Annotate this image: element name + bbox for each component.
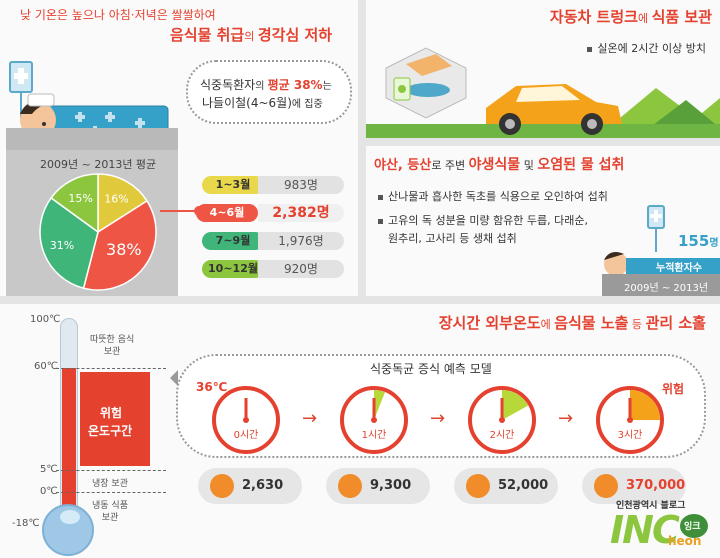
danger-zone-line1: 위험 bbox=[100, 406, 123, 420]
model-box-pointer bbox=[170, 370, 178, 386]
tick-minus18: -18℃ bbox=[12, 518, 40, 529]
line-60 bbox=[56, 368, 166, 369]
svg-text:2시간: 2시간 bbox=[490, 429, 515, 441]
tick-5: 5℃ bbox=[40, 464, 58, 475]
period-pill: 4~6월 bbox=[196, 204, 258, 222]
panel1-title-line2: 음식물 취급의 경각심 저하 bbox=[170, 26, 333, 44]
model-temp-label: 36℃ bbox=[196, 380, 228, 394]
pie-slice bbox=[39, 196, 99, 290]
pie-connector-line bbox=[160, 210, 198, 212]
logo-badge-text: 잉크 bbox=[684, 522, 701, 532]
tick-0: 0℃ bbox=[40, 486, 58, 497]
svg-text:3시간: 3시간 bbox=[618, 429, 643, 441]
panel-car-trunk: 자동차 트렁크에 식품 보관 실온에 2시간 이상 방치 bbox=[366, 0, 720, 138]
panel2-title: 자동차 트렁크에 식품 보관 bbox=[549, 8, 712, 26]
period-value: 983명 bbox=[258, 176, 344, 194]
clock-icon: 1시간 bbox=[340, 386, 408, 454]
period-base bbox=[602, 274, 720, 296]
period-value: 920명 bbox=[258, 260, 344, 278]
speech-bubble bbox=[186, 60, 352, 124]
danger-zone-box bbox=[80, 372, 150, 466]
next-arrow-icon: → bbox=[302, 408, 318, 429]
line-0 bbox=[56, 492, 166, 493]
bacteria-count: 52,000 bbox=[498, 478, 549, 493]
model-danger-label: 위험 bbox=[662, 382, 685, 396]
panel2-bullet: 실온에 2시간 이상 방치 bbox=[587, 40, 706, 56]
tick-60: 60℃ bbox=[34, 361, 58, 372]
pie-slice-label: 15% bbox=[68, 192, 92, 205]
bacteria-count: 370,000 bbox=[626, 478, 686, 493]
panel3-bullet2-cont: 원추리, 고사리 등 생채 섭취 bbox=[388, 232, 517, 245]
zone-hot-label: 따뜻한 음식 보관 bbox=[90, 335, 135, 357]
danger-zone-line2: 온도구간 bbox=[88, 424, 133, 438]
clock-icon: 2시간 bbox=[468, 386, 536, 454]
pie-slice-label: 16% bbox=[104, 192, 128, 205]
germ-icon bbox=[466, 474, 490, 498]
panel-outdoor-temperature: 낮 기온은 높으나 아침·저녁은 쌀쌀하여 음식물 취급의 경각심 저하 200… bbox=[0, 0, 358, 296]
line-5 bbox=[56, 470, 166, 471]
period-value: 1,976명 bbox=[258, 232, 344, 250]
germ-icon bbox=[594, 474, 618, 498]
panel3-bullet2: 고유의 독 성분을 미량 함유한 두릅, 다래순, bbox=[378, 212, 588, 228]
period-value: 2,382명 bbox=[258, 204, 344, 222]
bacteria-count: 9,300 bbox=[370, 478, 412, 493]
svg-text:1시간: 1시간 bbox=[362, 429, 387, 441]
patient-count: 155명 bbox=[678, 232, 719, 250]
car-trunk-illustration bbox=[366, 47, 720, 138]
pie-slice bbox=[50, 173, 99, 234]
pie-slice bbox=[82, 199, 157, 291]
tick-100: 100℃ bbox=[30, 314, 61, 325]
logo-caption: 인천광역시 블로그 bbox=[616, 501, 686, 511]
next-arrow-icon: → bbox=[430, 408, 446, 429]
panel3-period: 2009년 ~ 2013년 bbox=[624, 283, 709, 294]
logo-badge bbox=[680, 514, 708, 538]
chart-period-label: 2009년 ~ 2013년 평균 bbox=[40, 158, 157, 171]
germ-icon bbox=[210, 474, 234, 498]
clock-icon: 0시간 bbox=[212, 386, 280, 454]
patient-count-label: 누적환자수 bbox=[656, 263, 702, 274]
svg-text:0시간: 0시간 bbox=[234, 429, 259, 441]
patient-count-illustration bbox=[604, 205, 720, 276]
zone-cold-label: 냉장 보관 bbox=[92, 479, 128, 489]
bubble-line2: 나들이철(4~6월)에 집중 bbox=[202, 96, 323, 110]
panel3-bullet1: 산나물과 흡사한 독초를 식용으로 오인하여 섭취 bbox=[378, 188, 608, 204]
panel-wild-plants: 야산, 등산로 주변 야생식물 및 오염된 물 섭취 산나물과 흡사한 독초를 … bbox=[366, 146, 720, 296]
pie-chart: 16% 38% 31% 15% bbox=[39, 173, 157, 291]
pie-slice bbox=[97, 173, 149, 234]
clock-icon: 3시간 bbox=[596, 386, 664, 454]
thermometer-mercury bbox=[62, 368, 76, 518]
period-pill: 1~3월 bbox=[202, 176, 264, 194]
panel-temperature-exposure: 장시간 외부온도에 음식물 노출 등 관리 소홀 100℃ 60℃ 5℃ 0℃ … bbox=[0, 304, 720, 558]
next-arrow-icon: → bbox=[558, 408, 574, 429]
logo-main: INC bbox=[610, 508, 680, 552]
pie-slice-label: 31% bbox=[50, 239, 74, 252]
panel1-title-line1: 낮 기온은 높으나 아침·저녁은 쌀쌀하여 bbox=[20, 8, 216, 22]
panel4-title: 장시간 외부온도에 음식물 노출 등 관리 소홀 bbox=[438, 314, 706, 332]
germ-icon bbox=[338, 474, 362, 498]
period-pill: 10~12월 bbox=[202, 260, 264, 278]
panel3-title: 야산, 등산로 주변 야생식물 및 오염된 물 섭취 bbox=[374, 157, 625, 173]
zone-frozen-label: 냉동 식품 보관 bbox=[92, 501, 128, 523]
bubble-line1: 식중독환자의 평균 38%는 bbox=[200, 78, 332, 92]
bacteria-count: 2,630 bbox=[242, 478, 284, 493]
period-pill: 7~9월 bbox=[202, 232, 264, 250]
model-title: 식중독균 증식 예측 모델 bbox=[370, 362, 492, 376]
thermometer-bulb-shine bbox=[60, 510, 80, 524]
pie-slice-label: 38% bbox=[106, 240, 142, 259]
